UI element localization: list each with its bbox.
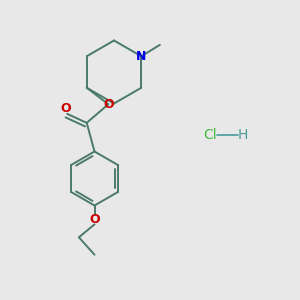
Text: Cl: Cl (203, 128, 217, 142)
Text: H: H (238, 128, 248, 142)
Text: N: N (136, 50, 146, 63)
Text: O: O (103, 98, 114, 111)
Text: O: O (89, 213, 100, 226)
Text: O: O (60, 102, 71, 115)
